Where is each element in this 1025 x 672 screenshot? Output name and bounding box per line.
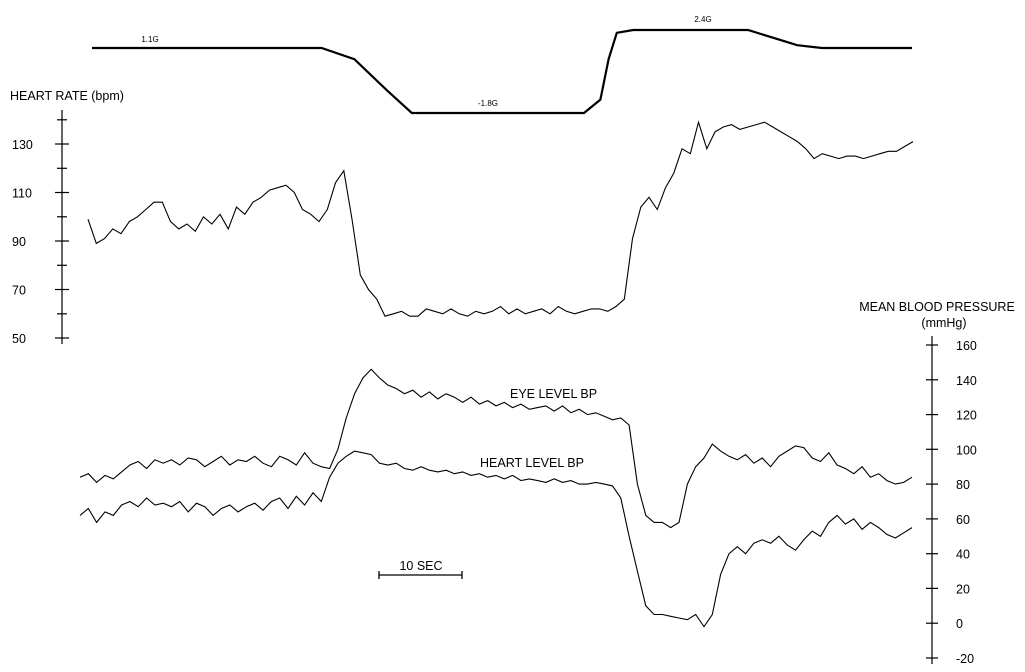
bp-tick-label: 40 xyxy=(956,548,970,562)
bp-tick-label: 100 xyxy=(956,443,977,457)
heart-rate-tick-label: 50 xyxy=(12,332,26,346)
bp-tick-label: -20 xyxy=(956,652,974,666)
bp-tick-labels: -20 0 20 40 60 80 100 120 140 160 xyxy=(956,339,977,666)
bp-tick-label: 60 xyxy=(956,513,970,527)
heart-rate-ticks xyxy=(55,119,69,339)
blood-pressure-panel: MEAN BLOOD PRESSURE (mmHg) -20 0 20 40 60 80 1… xyxy=(79,300,1015,666)
bp-axis-title: MEAN BLOOD PRESSURE xyxy=(859,300,1015,314)
scale-bar-label: 10 SEC xyxy=(399,559,442,573)
bp-tick-label: 80 xyxy=(956,478,970,492)
bp-tick-label: 140 xyxy=(956,374,977,388)
bp-axis-unit: (mmHg) xyxy=(921,316,966,330)
heart-rate-tick-labels: 50 70 90 110 130 xyxy=(12,138,33,346)
bp-tick-label: 0 xyxy=(956,617,963,631)
g-label-3: 2.4G xyxy=(694,15,711,24)
heart-rate-line xyxy=(87,120,914,317)
eye-level-bp-label: EYE LEVEL BP xyxy=(510,387,597,401)
g-profile-line xyxy=(92,28,912,115)
heart-rate-tick-label: 130 xyxy=(12,138,33,152)
heart-rate-tick-label: 90 xyxy=(12,235,26,249)
eye-level-bp-line xyxy=(79,368,913,529)
heart-level-bp-line xyxy=(79,450,913,628)
heart-level-bp-label: HEART LEVEL BP xyxy=(480,456,584,470)
g-label-1: 1.1G xyxy=(141,35,158,44)
heart-rate-axis-label: HEART RATE (bpm) xyxy=(10,89,124,103)
heart-rate-tick-label: 70 xyxy=(12,284,26,298)
bp-tick-label: 120 xyxy=(956,409,977,423)
g-profile-panel: 1.1G -1.8G 2.4G xyxy=(92,15,912,115)
bp-tick-label: 20 xyxy=(956,582,970,596)
heart-rate-panel: HEART RATE (bpm) 50 70 90 110 130 xyxy=(10,89,914,346)
bp-ticks xyxy=(926,344,938,659)
scale-bar: 10 SEC xyxy=(378,559,463,579)
heart-rate-tick-label: 110 xyxy=(12,187,32,201)
g-label-2: -1.8G xyxy=(478,99,498,108)
bp-tick-label: 160 xyxy=(956,339,977,353)
